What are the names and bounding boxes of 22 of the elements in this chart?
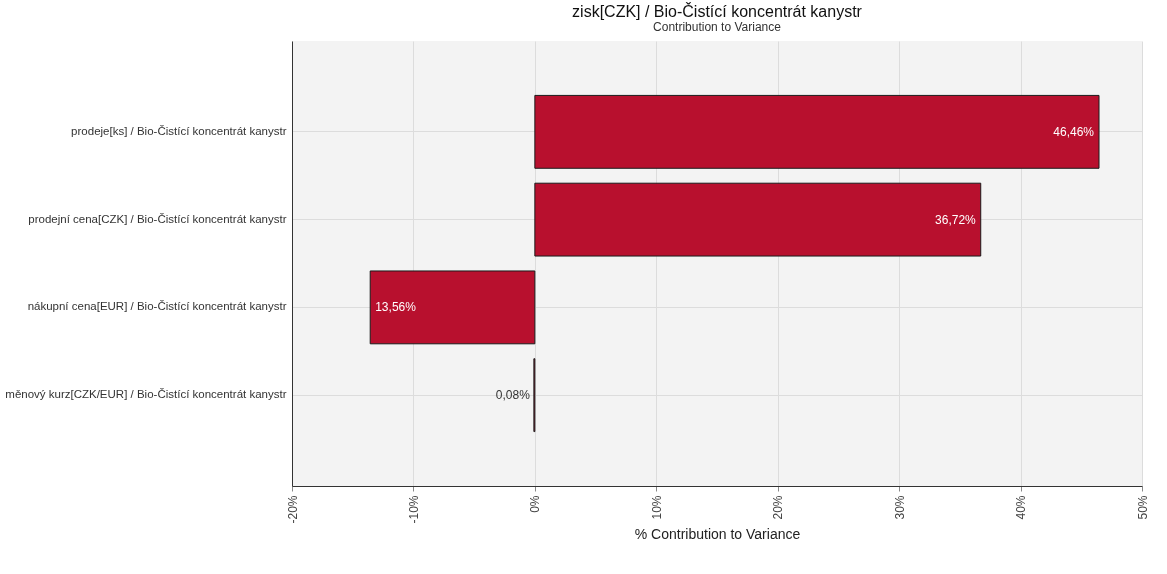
y-tick-label: nákupní cena[EUR] / Bio-Čistící koncentrát kanystr (27, 300, 287, 313)
x-axis-title: % Contribution to Variance (634, 525, 801, 542)
x-tick-label: 20% (771, 495, 786, 520)
x-tick-label: 10% (649, 495, 664, 520)
bar (369, 270, 536, 345)
bar (534, 94, 1100, 169)
y-tick-label: měnový kurz[CZK/EUR] / Bio-Čistící koncentrát kanystr (5, 388, 287, 401)
chart-subtitle: Contribution to Variance (653, 20, 782, 34)
x-tick-label: 0% (528, 495, 543, 513)
x-tick-label: -10% (406, 495, 421, 524)
y-tick-label: prodeje[ks] / Bio-Čistící koncentrát kanystr (71, 124, 287, 137)
bar (534, 182, 982, 257)
chart-title: zisk[CZK] / Bio-Čistící koncentrát kanystr (572, 2, 863, 20)
x-tick-label: 40% (1014, 495, 1029, 520)
y-tick-label: prodejní cena[CZK] / Bio-Čistící koncentrát kanystr (28, 212, 287, 225)
x-tick-label: 50% (1135, 495, 1150, 520)
data-label: 13,56% (375, 300, 417, 315)
data-label: 0,08% (495, 388, 531, 403)
x-tick-label: 30% (892, 495, 907, 520)
data-label: 46,46% (1053, 124, 1095, 139)
x-tick-label: -20% (285, 495, 300, 524)
data-label: 36,72% (935, 212, 977, 227)
